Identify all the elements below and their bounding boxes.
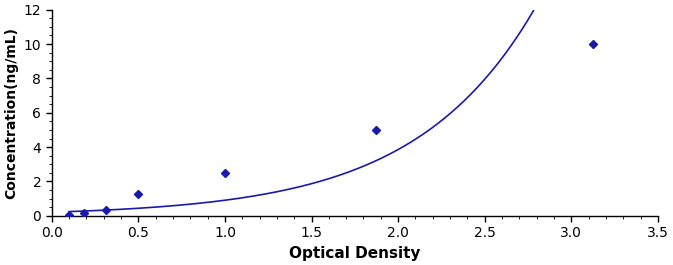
Y-axis label: Concentration(ng/mL): Concentration(ng/mL) [4, 27, 18, 199]
X-axis label: Optical Density: Optical Density [289, 246, 421, 261]
